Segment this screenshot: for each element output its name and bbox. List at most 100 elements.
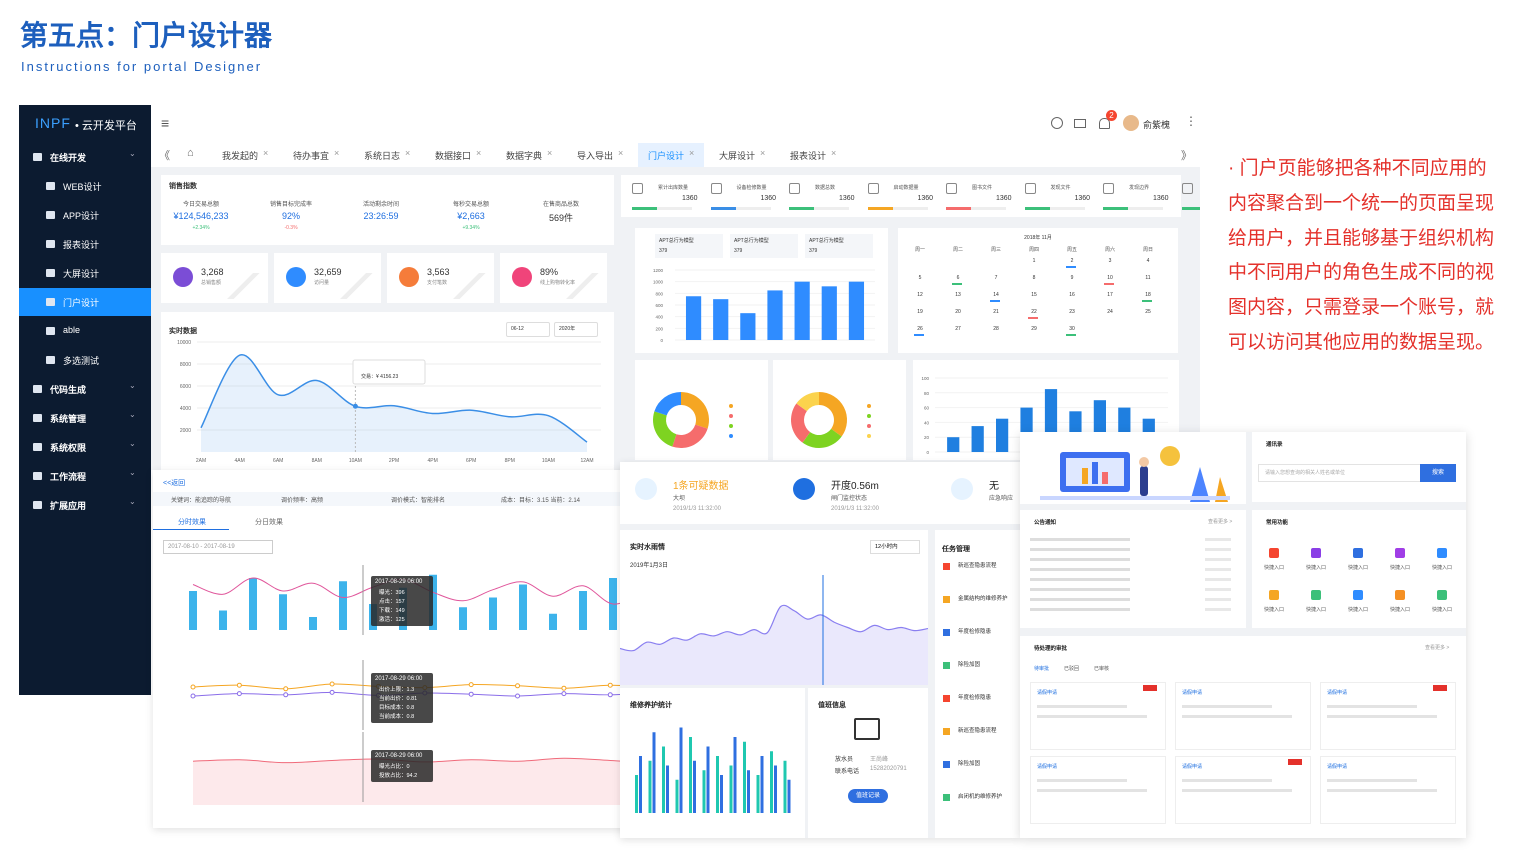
tab[interactable]: 数据字典 bbox=[506, 151, 543, 161]
func-icon[interactable] bbox=[1311, 548, 1321, 558]
day[interactable]: 8 bbox=[1032, 275, 1036, 281]
approval-name[interactable]: 请假申请 bbox=[1182, 764, 1203, 770]
day[interactable]: 1 bbox=[1032, 258, 1036, 264]
task-name[interactable]: 除险加固 bbox=[958, 662, 981, 668]
func-label[interactable]: 快捷入口 bbox=[1431, 565, 1452, 571]
func-label[interactable]: 快捷入口 bbox=[1347, 565, 1368, 571]
view-tab[interactable]: 分时效果 bbox=[178, 519, 206, 526]
day[interactable]: 10 bbox=[1107, 275, 1113, 281]
user-name[interactable]: 俞紫槐 bbox=[1143, 120, 1171, 130]
menu-group[interactable]: 系统管理 bbox=[50, 414, 87, 424]
tab-close[interactable]: × bbox=[831, 148, 837, 158]
task-name[interactable]: 新巡查隐患流程 bbox=[958, 563, 997, 569]
more-icon[interactable]: ⋮ bbox=[1185, 114, 1197, 128]
func-label[interactable]: 快捷入口 bbox=[1431, 607, 1452, 613]
menu-caret[interactable]: ⌄ bbox=[129, 149, 136, 158]
func-icon[interactable] bbox=[1395, 590, 1405, 600]
menu-item[interactable]: 大屏设计 bbox=[63, 269, 100, 279]
task-name[interactable]: 年度检修隐患 bbox=[958, 629, 992, 635]
menu-item[interactable]: WEB设计 bbox=[63, 182, 102, 192]
tab[interactable]: 系统日志 bbox=[364, 151, 401, 161]
day[interactable]: 22 bbox=[1031, 309, 1037, 315]
approval-name[interactable]: 请假申请 bbox=[1327, 690, 1348, 696]
day[interactable]: 12 bbox=[917, 292, 923, 298]
day[interactable]: 7 bbox=[994, 275, 998, 281]
tab[interactable]: 导入导出 bbox=[577, 151, 614, 161]
func-icon[interactable] bbox=[1353, 548, 1363, 558]
day[interactable]: 3 bbox=[1108, 258, 1112, 264]
menu-caret[interactable]: ⌄ bbox=[129, 439, 136, 448]
func-label[interactable]: 快捷入口 bbox=[1389, 565, 1410, 571]
menu-group[interactable]: 扩展应用 bbox=[50, 501, 87, 511]
func-label[interactable]: 快捷入口 bbox=[1263, 565, 1284, 571]
tab-close[interactable]: × bbox=[689, 148, 695, 158]
tab-close[interactable]: × bbox=[618, 148, 624, 158]
range-select[interactable]: 12小时内 bbox=[870, 540, 920, 554]
tab[interactable]: 报表设计 bbox=[790, 151, 827, 161]
date-range[interactable]: 2017-08-10 - 2017-08-19 bbox=[163, 540, 273, 554]
menu-caret[interactable]: ⌄ bbox=[129, 497, 136, 506]
day[interactable]: 11 bbox=[1145, 275, 1151, 281]
task-name[interactable]: 除险加固 bbox=[958, 761, 981, 767]
func-label[interactable]: 快捷入口 bbox=[1389, 607, 1410, 613]
view-tab[interactable]: 分日效果 bbox=[255, 519, 283, 526]
bell-icon[interactable] bbox=[1099, 118, 1110, 129]
more-link[interactable]: 查看更多 > bbox=[1425, 645, 1450, 651]
menu-item[interactable]: 多选测试 bbox=[63, 356, 100, 366]
task-name[interactable]: 金属结构的维修养护 bbox=[958, 596, 1008, 602]
day[interactable]: 4 bbox=[1146, 258, 1150, 264]
tab-close[interactable]: × bbox=[547, 148, 553, 158]
day[interactable]: 26 bbox=[917, 326, 923, 332]
day[interactable]: 13 bbox=[955, 292, 961, 298]
day[interactable]: 6 bbox=[956, 275, 960, 281]
menu-item[interactable]: APP设计 bbox=[63, 211, 100, 221]
day[interactable]: 28 bbox=[993, 326, 999, 332]
day[interactable]: 2 bbox=[1070, 258, 1074, 264]
day[interactable]: 16 bbox=[1069, 292, 1075, 298]
approval-tab[interactable]: 已驳回 bbox=[1064, 666, 1080, 672]
func-icon[interactable] bbox=[1269, 590, 1279, 600]
approval-name[interactable]: 请假申请 bbox=[1327, 764, 1348, 770]
tab-close[interactable]: × bbox=[760, 148, 766, 158]
day[interactable]: 29 bbox=[1031, 326, 1037, 332]
day[interactable]: 18 bbox=[1145, 292, 1151, 298]
func-label[interactable]: 快捷入口 bbox=[1263, 607, 1284, 613]
day[interactable]: 25 bbox=[1145, 309, 1151, 315]
func-icon[interactable] bbox=[1395, 548, 1405, 558]
func-icon[interactable] bbox=[1353, 590, 1363, 600]
day[interactable]: 23 bbox=[1069, 309, 1075, 315]
day[interactable]: 19 bbox=[917, 309, 923, 315]
search-input[interactable]: 请输入您想查询的相关人姓名或单位 bbox=[1258, 464, 1426, 482]
tab-next[interactable]: 》 bbox=[1181, 150, 1192, 162]
task-name[interactable]: 启闭机的维修养护 bbox=[958, 794, 1003, 800]
menu-item[interactable]: able bbox=[63, 325, 81, 335]
tab[interactable]: 待办事宜 bbox=[293, 151, 330, 161]
day[interactable]: 24 bbox=[1107, 309, 1113, 315]
func-label[interactable]: 快捷入口 bbox=[1347, 607, 1368, 613]
approval-name[interactable]: 请假申请 bbox=[1037, 764, 1058, 770]
func-icon[interactable] bbox=[1269, 548, 1279, 558]
approval-tab[interactable]: 待审批 bbox=[1034, 666, 1050, 672]
func-icon[interactable] bbox=[1437, 548, 1447, 558]
day[interactable]: 17 bbox=[1107, 292, 1113, 298]
filter-select[interactable]: 2020年 bbox=[554, 322, 598, 337]
day[interactable]: 15 bbox=[1031, 292, 1037, 298]
home-tab[interactable]: ⌂ bbox=[187, 147, 194, 159]
menu-item[interactable]: 门户设计 bbox=[63, 298, 100, 308]
day[interactable]: 30 bbox=[1069, 326, 1075, 332]
approval-name[interactable]: 请假申请 bbox=[1182, 690, 1203, 696]
tab[interactable]: 我发起的 bbox=[222, 151, 259, 161]
day[interactable]: 5 bbox=[918, 275, 922, 281]
approval-tab[interactable]: 已审核 bbox=[1094, 666, 1110, 672]
back-link[interactable]: <<返回 bbox=[163, 480, 186, 487]
tab-close[interactable]: × bbox=[476, 148, 482, 158]
func-icon[interactable] bbox=[1311, 590, 1321, 600]
tab-close[interactable]: × bbox=[263, 148, 269, 158]
menu-caret[interactable]: ⌄ bbox=[129, 410, 136, 419]
menu-group[interactable]: 在线开发 bbox=[50, 153, 87, 163]
day[interactable]: 21 bbox=[993, 309, 999, 315]
task-name[interactable]: 年度检修隐患 bbox=[958, 695, 992, 701]
menu-item[interactable]: 报表设计 bbox=[63, 240, 100, 250]
search-icon[interactable] bbox=[1051, 117, 1063, 129]
func-icon[interactable] bbox=[1437, 590, 1447, 600]
